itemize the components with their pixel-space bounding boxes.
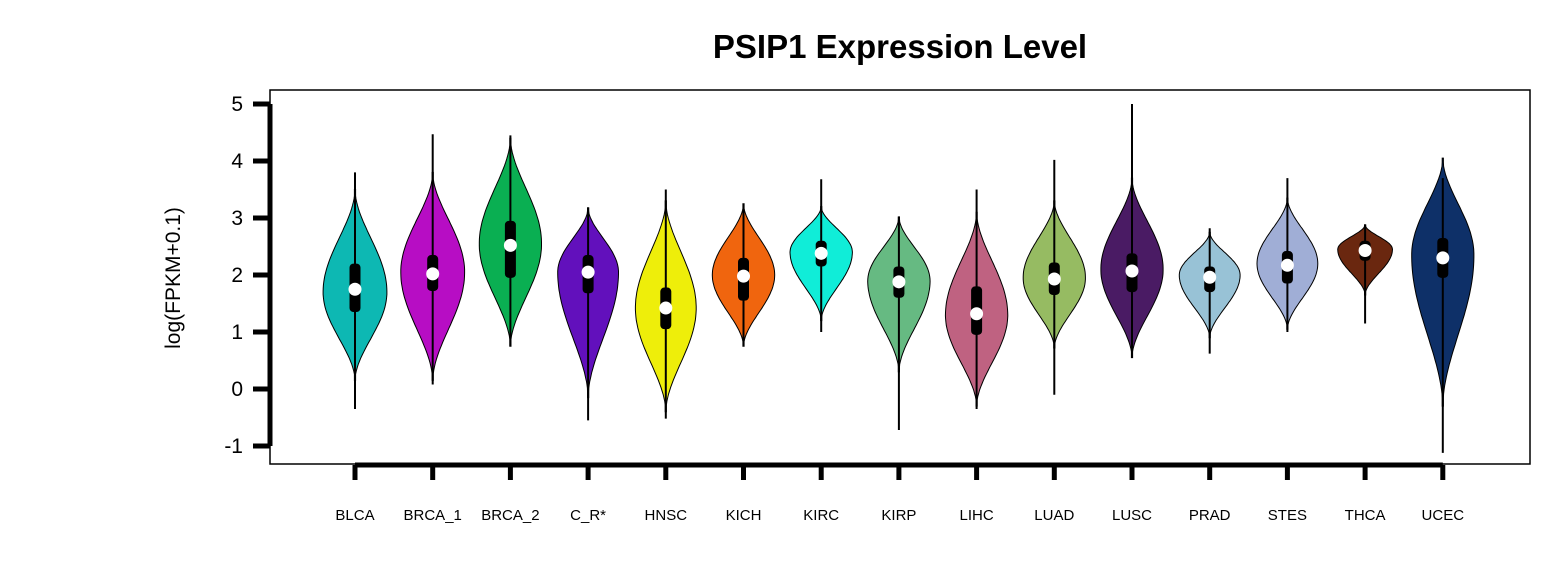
- median-point: [970, 307, 984, 321]
- x-tick-label: LUSC: [1112, 507, 1152, 524]
- median-point: [581, 265, 595, 279]
- x-tick-label: KIRC: [803, 507, 839, 524]
- y-tick-label: -1: [224, 435, 243, 458]
- median-point: [348, 282, 362, 296]
- median-point: [1047, 272, 1061, 286]
- median-point: [892, 275, 906, 289]
- median-point: [1125, 264, 1139, 278]
- x-tick-label: BLCA: [335, 507, 374, 524]
- x-tick-label: KICH: [726, 507, 762, 524]
- x-tick-label: STES: [1268, 507, 1307, 524]
- y-tick-label: 2: [231, 264, 243, 287]
- y-axis-label: log(FPKM+0.1): [162, 207, 185, 349]
- y-tick-label: 0: [231, 378, 243, 401]
- x-tick-label: BRCA_2: [481, 507, 539, 524]
- median-point: [814, 246, 828, 260]
- median-point: [1436, 251, 1450, 265]
- y-axis: -1 0 1 2 3 4 5: [224, 93, 273, 458]
- y-tick-label: 1: [231, 321, 243, 344]
- median-point: [503, 238, 517, 252]
- median-point: [426, 267, 440, 281]
- x-tick-label: KIRP: [881, 507, 916, 524]
- x-tick-label: THCA: [1345, 507, 1386, 524]
- x-tick-label: UCEC: [1422, 507, 1465, 524]
- y-tick-label: 3: [231, 207, 243, 230]
- violins: [322, 104, 1475, 453]
- median-point: [1280, 258, 1294, 272]
- median-point: [659, 301, 673, 315]
- y-tick-label: 5: [231, 93, 243, 116]
- x-tick-label: LIHC: [960, 507, 994, 524]
- x-tick-label: HNSC: [645, 507, 688, 524]
- x-tick-label: C_R*: [570, 507, 606, 524]
- chart-title: PSIP1 Expression Level: [713, 28, 1087, 65]
- median-point: [1358, 243, 1372, 257]
- x-tick-label: PRAD: [1189, 507, 1231, 524]
- median-point: [1203, 270, 1217, 284]
- median-point: [737, 269, 750, 283]
- x-axis: BLCA BRCA_1 BRCA_2 C_R* HNSC KICH KIRC KIRP LIHC…: [335, 462, 1465, 524]
- x-tick-label: BRCA_1: [404, 507, 462, 524]
- y-tick-label: 4: [231, 150, 243, 173]
- x-tick-label: LUAD: [1034, 507, 1074, 524]
